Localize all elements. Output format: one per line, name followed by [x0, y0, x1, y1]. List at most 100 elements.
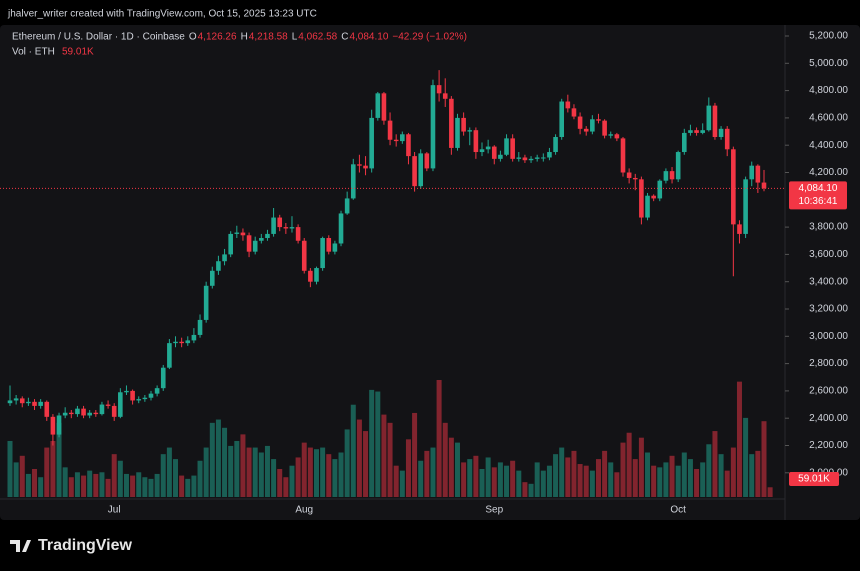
- candle-body: [632, 177, 638, 180]
- volume-bar: [117, 460, 123, 497]
- x-tick-label: Oct: [670, 505, 686, 516]
- volume-bar: [338, 452, 344, 497]
- candle-body: [222, 254, 227, 262]
- symbol: Ethereum / U.S. Dollar · 1D · Coinbase: [12, 32, 185, 43]
- candle-body: [706, 105, 712, 131]
- volume-bar: [344, 429, 350, 497]
- volume-bar: [657, 467, 663, 497]
- volume-bar: [203, 447, 209, 497]
- candle-body: [387, 120, 393, 140]
- candle-body: [283, 227, 289, 229]
- volume-bar: [166, 447, 172, 497]
- y-tick-label: 3,800.00: [809, 222, 848, 233]
- candle-body: [424, 153, 430, 169]
- volume-bar: [681, 452, 687, 497]
- candle-body: [651, 195, 656, 199]
- volume-bar: [314, 449, 319, 497]
- volume-bar: [497, 462, 503, 497]
- volume-bar: [252, 447, 258, 497]
- volume-bar: [173, 459, 179, 497]
- volume-bar: [700, 462, 706, 497]
- volume-bar: [228, 445, 234, 497]
- candle-body: [645, 195, 650, 218]
- candle-body: [412, 156, 417, 187]
- svg-text:TradingView: TradingView: [38, 537, 133, 554]
- volume-bar: [74, 472, 80, 497]
- volume-bar: [516, 470, 522, 497]
- volume-bar: [240, 434, 246, 497]
- volume-bar: [571, 450, 577, 497]
- volume-bar: [718, 454, 724, 497]
- y-tick-label: 3,400.00: [809, 276, 848, 287]
- volume-bar: [350, 404, 356, 497]
- candle-body: [675, 152, 681, 180]
- ohlc-key: C: [341, 32, 348, 43]
- candle-body: [234, 232, 240, 234]
- volume-bar: [160, 454, 166, 497]
- volume-bar: [712, 431, 718, 497]
- volume-bar: [105, 478, 111, 497]
- volume-bar: [271, 459, 277, 497]
- candle-body: [69, 412, 74, 415]
- candle-body: [99, 404, 105, 415]
- volume-bar: [454, 442, 460, 497]
- volume-bar: [277, 468, 283, 497]
- volume-bar: [638, 437, 644, 497]
- ohlc-key: O: [189, 32, 197, 43]
- candle-body: [75, 408, 80, 415]
- candle-body: [381, 93, 387, 121]
- candle-body: [657, 180, 663, 199]
- candle-body: [712, 105, 718, 138]
- y-tick-label: 4,600.00: [809, 113, 848, 124]
- candle-body: [111, 405, 117, 417]
- candle-body: [510, 138, 515, 159]
- candle-body: [136, 399, 142, 401]
- candle-body: [160, 367, 166, 389]
- volume-bar: [749, 454, 755, 497]
- volume-bar: [332, 459, 338, 497]
- volume-bar: [283, 477, 289, 497]
- y-tick-label: 3,600.00: [809, 249, 848, 260]
- candle-body: [203, 285, 209, 320]
- candle-body: [363, 165, 368, 169]
- y-tick-label: 4,400.00: [809, 140, 848, 151]
- ohlc-value: 4,084.10: [349, 32, 388, 43]
- volume-bar: [626, 432, 632, 497]
- y-tick-label: 4,800.00: [809, 85, 848, 96]
- candle-body: [436, 85, 442, 94]
- volume-bar: [694, 468, 700, 497]
- chart-panel: [0, 25, 860, 520]
- volume-bar: [191, 475, 197, 497]
- candle-body: [228, 233, 233, 255]
- volume-bar: [546, 465, 552, 497]
- candle-body: [314, 268, 319, 282]
- volume-bar: [93, 473, 99, 497]
- volume-bar: [632, 459, 638, 497]
- y-tick-label: 3,000.00: [809, 331, 848, 342]
- volume-bar: [99, 472, 105, 497]
- volume-bar: [326, 454, 332, 497]
- candle-body: [38, 401, 43, 406]
- candle-body: [473, 130, 479, 153]
- volume-bar: [424, 450, 430, 497]
- volume-bar: [246, 447, 252, 497]
- volume-bar: [154, 473, 160, 497]
- ohlc-value: 4,218.58: [249, 32, 288, 43]
- candle-body: [522, 157, 528, 161]
- candle-body: [357, 164, 362, 166]
- candle-body: [461, 117, 466, 132]
- candle-body: [498, 154, 503, 159]
- volume-bar: [461, 462, 467, 497]
- volume-bar: [767, 487, 773, 497]
- candle-body: [173, 341, 178, 344]
- volume-bar: [25, 473, 31, 497]
- volume-bar: [38, 477, 44, 497]
- candle-body: [369, 117, 374, 169]
- caption: jhalver_writer created with TradingView.…: [7, 9, 317, 20]
- volume-bar: [479, 468, 485, 497]
- candle-body: [541, 157, 546, 159]
- candle-body: [50, 416, 56, 435]
- volume-bar: [320, 447, 326, 497]
- volume-bar: [148, 478, 154, 497]
- candle-body: [252, 240, 258, 252]
